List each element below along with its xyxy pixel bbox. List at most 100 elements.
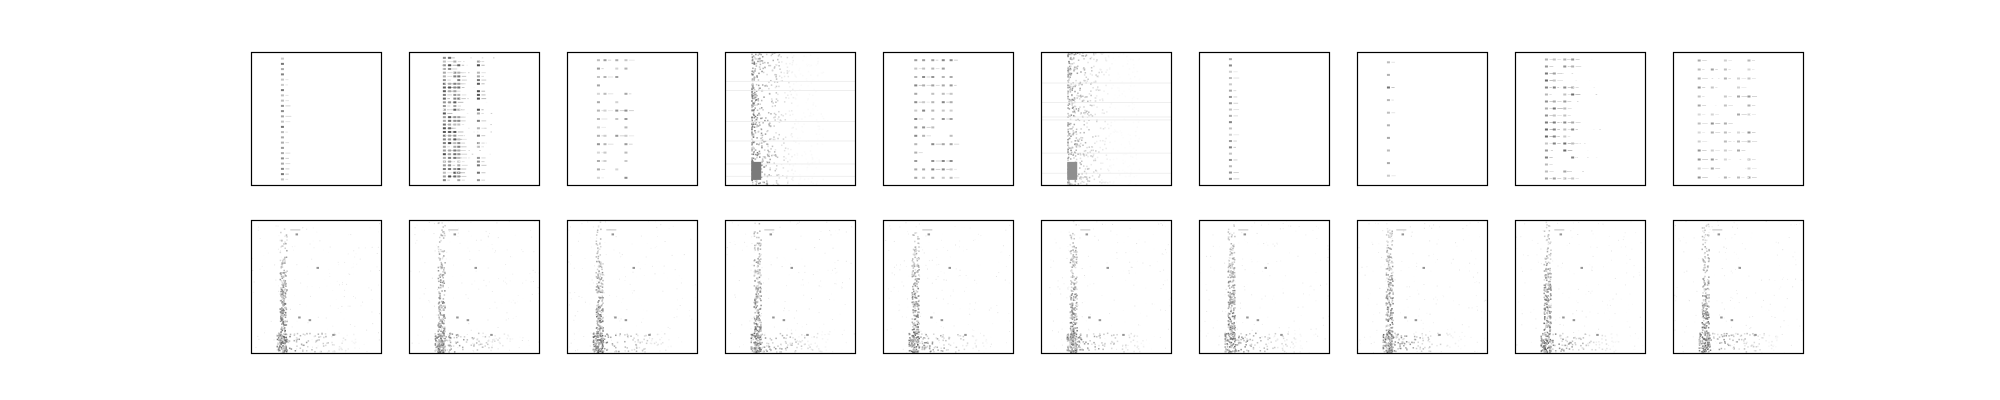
heatmap-cell: [296, 332, 299, 335]
heatmap-cell: [371, 246, 373, 248]
heatmap-cell: [913, 303, 916, 306]
heatmap-cell: [774, 105, 776, 107]
heatmap-cell: [510, 301, 512, 303]
heatmap-cell: [443, 250, 446, 252]
heatmap-cell: [786, 328, 788, 330]
heatmap-cell: [651, 338, 654, 340]
heatmap-cell: [807, 178, 810, 180]
heatmap-cell: [754, 308, 756, 310]
heatmap-cell: [587, 221, 589, 223]
heatmap-cell: [1697, 113, 1701, 116]
heatmap-cell: [1566, 101, 1569, 102]
heatmap-cell: [756, 344, 758, 346]
heatmap-cell: [769, 167, 771, 169]
heatmap-cell: [596, 283, 598, 285]
heatmap-cell: [285, 256, 288, 259]
heatmap-cell: [761, 145, 763, 147]
heatmap-cell: [764, 85, 766, 87]
heatmap-cell: [822, 117, 825, 120]
heatmap-cell: [1118, 76, 1121, 79]
heatmap-cell: [1747, 140, 1751, 143]
heatmap-cell: [829, 229, 831, 231]
heatmap-cell: [795, 341, 797, 343]
heatmap-cell: [784, 92, 786, 94]
heatmap-cell: [936, 264, 938, 266]
heatmap-cell: [633, 290, 635, 292]
heatmap-cell: [569, 226, 571, 228]
heatmap-cell: [284, 293, 287, 295]
heatmap-cell: [755, 345, 757, 348]
heatmap-cell: [314, 350, 316, 353]
heatmap-cell: [291, 246, 293, 248]
heatmap-cell: [818, 128, 821, 131]
heatmap-cell: [1094, 80, 1097, 82]
heatmap-cell: [974, 279, 976, 281]
heatmap-cell: [253, 281, 255, 283]
heatmap-cell: [1091, 70, 1093, 72]
heatmap-cell: [577, 349, 579, 351]
heatmap-cell: [581, 296, 583, 298]
heatmap-cell: [1135, 174, 1138, 177]
heatmap-cell: [1067, 70, 1070, 73]
heatmap-cell: [811, 263, 813, 265]
heatmap-cell: [770, 84, 773, 86]
heatmap-cell: [1544, 65, 1548, 68]
heatmap-cell: [777, 55, 780, 57]
heatmap-cell: [1090, 113, 1092, 116]
heatmap-cell: [803, 343, 806, 346]
heatmap-cell: [963, 227, 965, 229]
heatmap-cell: [442, 351, 445, 353]
heatmap-cell: [1723, 149, 1727, 152]
heatmap-cell: [816, 75, 819, 77]
heatmap-cell: [809, 65, 811, 68]
heatmap-cell: [1391, 61, 1395, 63]
heatmap-cell: [764, 119, 766, 122]
heatmap-cell: [1568, 66, 1571, 67]
heatmap-cell: [283, 289, 286, 291]
heatmap-cell: [442, 237, 445, 239]
heatmap-cell: [453, 168, 457, 171]
heatmap-cell: [751, 120, 754, 122]
heatmap-cell: [624, 279, 626, 281]
heatmap-cell: [267, 252, 269, 254]
heatmap-cell: [775, 132, 777, 134]
heatmap-cell: [285, 336, 288, 339]
heatmap-cell: [352, 296, 354, 298]
heatmap-cell: [796, 346, 798, 349]
heatmap-cell: [306, 286, 308, 288]
heatmap-cell: [1074, 180, 1077, 182]
heatmap-cell: [1081, 160, 1083, 163]
heatmap-cell: [280, 141, 284, 144]
heatmap-cell: [760, 132, 763, 135]
heatmap-cell: [341, 305, 343, 307]
heatmap-cell: [442, 250, 445, 253]
heatmap-cell: [761, 341, 763, 344]
heatmap-cell: [761, 160, 764, 162]
heatmap-cell: [1228, 114, 1232, 117]
heatmap-cell: [769, 233, 773, 236]
heatmap-cell: [1715, 69, 1718, 70]
heatmap-cell: [781, 348, 783, 350]
heatmap-cell: [441, 332, 444, 334]
heatmap-cell: [763, 346, 766, 348]
heatmap-cell: [762, 67, 764, 70]
heatmap-cell: [1556, 136, 1558, 137]
heatmap-cell: [914, 151, 918, 154]
heatmap-cell: [1041, 82, 1172, 84]
heatmap-cell: [1122, 65, 1124, 67]
heatmap-cell: [607, 93, 614, 95]
heatmap-cell: [341, 348, 343, 351]
heatmap-cell: [481, 83, 485, 85]
heatmap-cell: [350, 234, 352, 236]
heatmap-cell: [751, 91, 753, 93]
heatmap-cell: [1108, 67, 1111, 69]
heatmap-cell: [760, 128, 763, 131]
heatmap-cell: [533, 281, 535, 283]
heatmap-cell: [442, 270, 445, 273]
heatmap-cell: [282, 304, 284, 306]
heatmap-cell: [280, 83, 284, 86]
heatmap-cell: [1112, 57, 1115, 59]
heatmap-cell: [1078, 138, 1081, 140]
heatmap-cell: [663, 333, 666, 335]
heatmap-cell: [1096, 156, 1099, 159]
